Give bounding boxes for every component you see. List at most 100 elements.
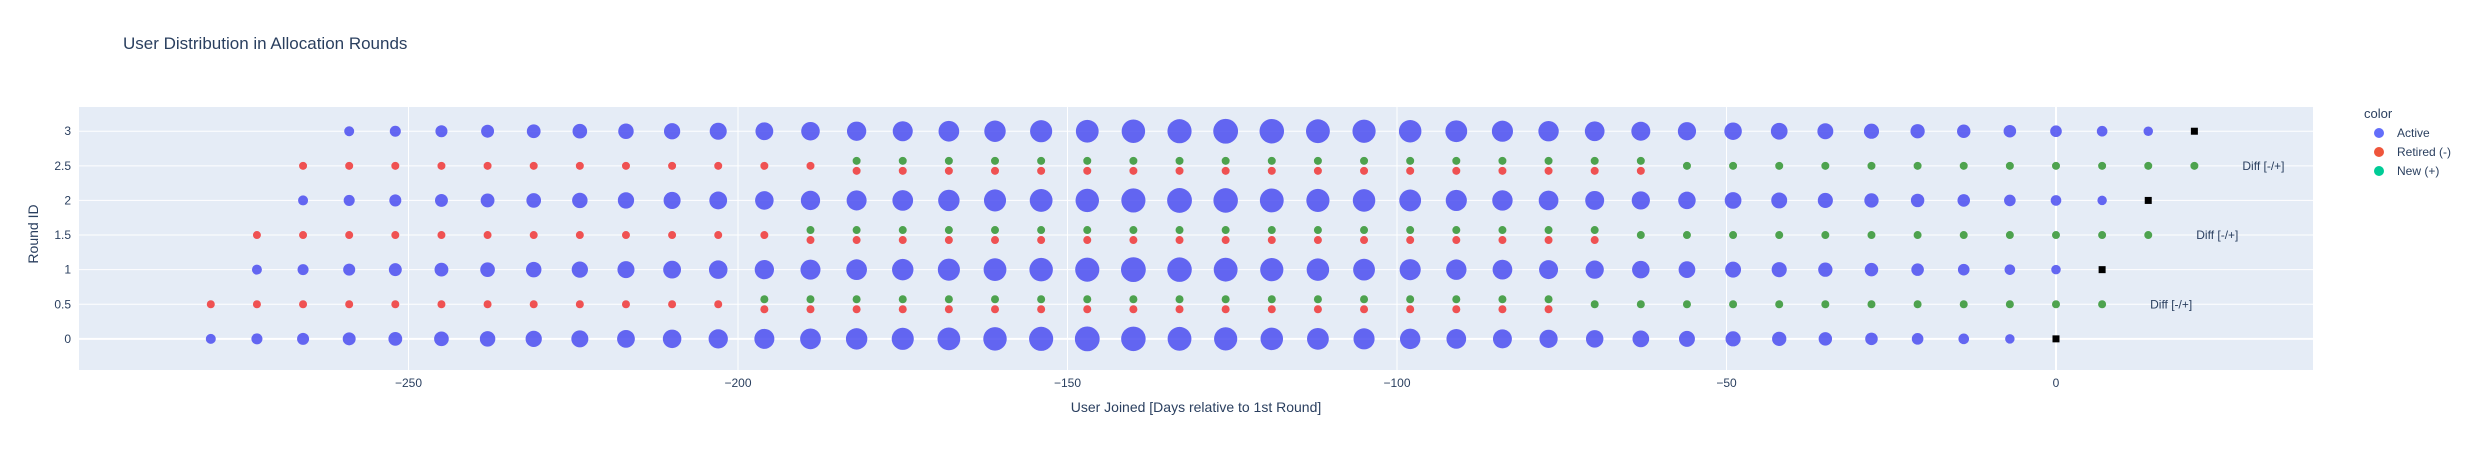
active-point — [572, 123, 588, 139]
active-point — [1352, 189, 1376, 212]
active-point — [205, 333, 216, 344]
new-point — [1867, 300, 1876, 309]
active-point — [1631, 191, 1650, 210]
active-point — [1584, 121, 1605, 142]
new-point — [944, 226, 953, 235]
retired-point — [1313, 166, 1322, 175]
new-point — [1867, 161, 1876, 170]
active-point — [708, 260, 728, 279]
new-point — [1175, 156, 1184, 165]
retired-point — [991, 305, 1000, 314]
active-point — [663, 123, 681, 140]
active-point — [1075, 119, 1099, 143]
retired-point — [760, 161, 769, 170]
active-point — [1957, 124, 1971, 138]
active-point — [388, 263, 402, 277]
retired-point — [1175, 305, 1184, 314]
active-point — [984, 120, 1006, 142]
active-point — [2003, 124, 2017, 138]
active-point — [1121, 326, 1146, 352]
retired-point — [668, 300, 677, 309]
y-axis-title: Round ID — [25, 204, 41, 263]
retired-point — [1313, 305, 1322, 314]
new-point — [1636, 300, 1645, 309]
new-point — [2005, 161, 2014, 170]
active-point — [1911, 333, 1924, 345]
active-point — [1864, 193, 1879, 208]
new-point — [806, 295, 815, 304]
retired-point — [806, 236, 815, 245]
active-point — [251, 264, 262, 275]
new-point — [2051, 300, 2060, 309]
diff-annotation: Diff [-/+] — [2242, 159, 2284, 173]
new-point — [852, 295, 861, 304]
retired-point — [944, 305, 953, 314]
new-point — [1360, 156, 1369, 165]
active-point — [1030, 120, 1053, 143]
retired-point — [1406, 236, 1415, 245]
x-tick-label: −100 — [1383, 376, 1410, 390]
retired-point — [1313, 236, 1322, 245]
active-point — [2097, 195, 2107, 206]
active-point — [754, 259, 775, 280]
new-point — [1636, 156, 1645, 165]
new-point — [1821, 300, 1830, 309]
active-point — [800, 190, 821, 211]
new-point — [991, 295, 1000, 304]
diff-annotation: Diff [-/+] — [2196, 228, 2238, 242]
active-point — [525, 330, 542, 347]
active-point — [251, 333, 263, 345]
new-point — [1267, 156, 1276, 165]
active-point — [1957, 194, 1971, 207]
retired-point — [1498, 305, 1507, 314]
active-point — [618, 123, 634, 139]
active-point — [846, 259, 867, 281]
new-point — [2005, 300, 2014, 309]
active-point — [755, 122, 774, 141]
active-point — [389, 125, 401, 137]
retired-point — [621, 161, 630, 170]
new-point — [1590, 156, 1599, 165]
active-point — [1120, 257, 1146, 283]
active-point — [1259, 118, 1285, 144]
retired-point — [299, 231, 308, 240]
active-point — [1678, 261, 1696, 279]
retired-point — [391, 300, 400, 309]
active-point — [1213, 188, 1238, 213]
active-point — [1585, 330, 1604, 348]
retired-point — [1129, 305, 1138, 314]
new-point — [1313, 295, 1322, 304]
active-point — [297, 332, 310, 345]
new-point — [2051, 231, 2060, 240]
data-points — [205, 118, 2199, 352]
active-point — [1864, 262, 1879, 277]
new-point — [1498, 226, 1507, 235]
retired-point — [1360, 236, 1369, 245]
active-point — [297, 264, 309, 276]
retired-point — [1083, 236, 1092, 245]
retired-point — [1267, 166, 1276, 175]
retired-point — [1221, 236, 1230, 245]
retired-point — [575, 300, 584, 309]
retired-point — [299, 300, 308, 309]
retired-point — [1406, 305, 1415, 314]
active-point — [2005, 334, 2015, 344]
active-point — [1307, 327, 1329, 350]
active-point — [617, 261, 635, 279]
retired-point — [529, 161, 538, 170]
retired-point — [760, 231, 769, 240]
retired-point — [1498, 166, 1507, 175]
active-point — [480, 262, 495, 277]
new-point — [1913, 231, 1922, 240]
new-point — [1636, 231, 1645, 240]
retired-point — [714, 161, 723, 170]
active-point — [343, 263, 356, 276]
active-point — [1585, 190, 1605, 210]
active-point — [754, 328, 775, 349]
active-point — [1492, 190, 1513, 211]
x-tick-label: −50 — [1716, 376, 1737, 390]
active-point — [1539, 329, 1558, 348]
active-point — [1724, 122, 1742, 140]
new-point — [2051, 161, 2060, 170]
new-point — [1221, 226, 1230, 235]
